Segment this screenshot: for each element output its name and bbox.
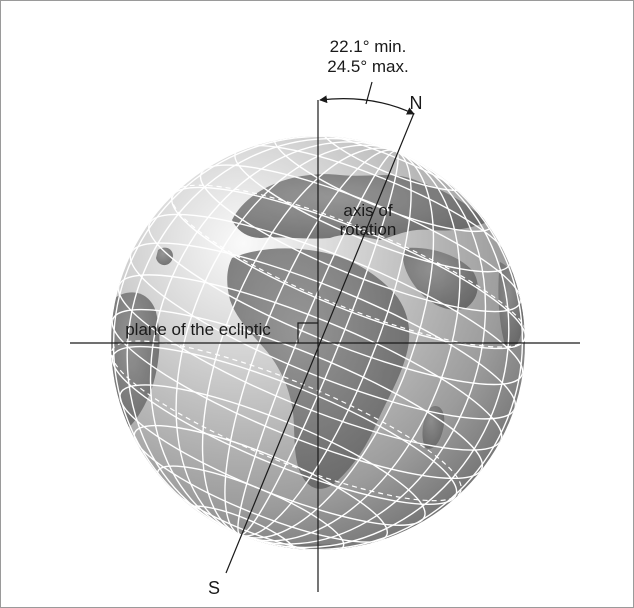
axis-label-line1: axis of (343, 201, 392, 220)
north-pole-label: N (410, 93, 423, 113)
ecliptic-label: plane of the ecliptic (125, 320, 271, 339)
tilt-angle-arc (319, 95, 415, 115)
south-pole-label: S (208, 578, 220, 598)
tilt-max-label: 24.5° max. (327, 57, 408, 76)
right-angle-marker (297, 322, 318, 343)
axis-of-rotation-line (225, 112, 415, 574)
axis-label-line2: rotation (340, 220, 397, 239)
tilt-label-leader (365, 81, 373, 105)
tilt-min-label: 22.1° min. (330, 37, 407, 56)
